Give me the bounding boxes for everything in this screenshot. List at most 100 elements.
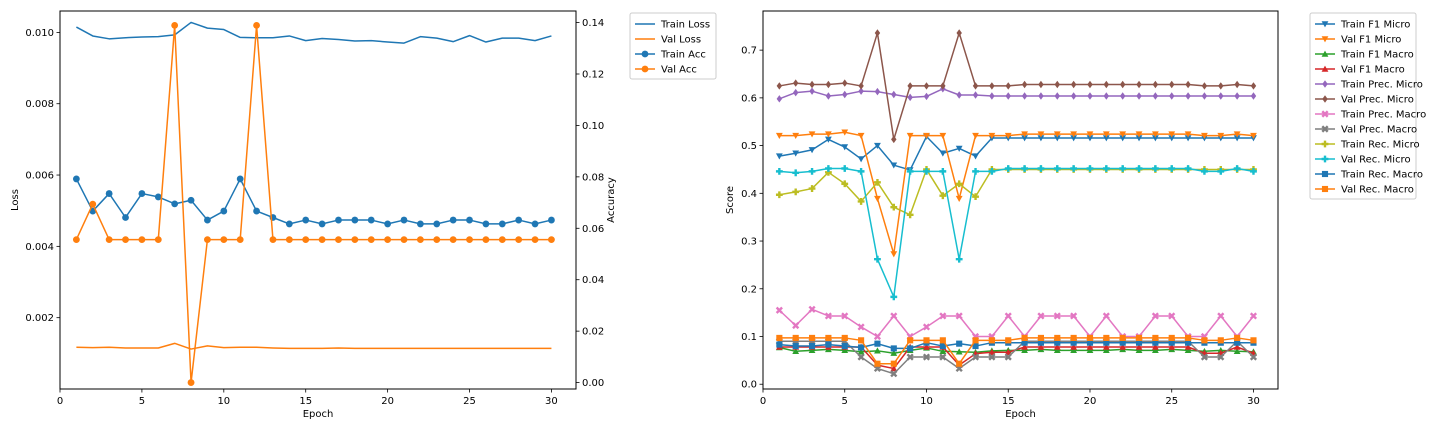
data-point xyxy=(775,132,783,139)
data-point xyxy=(1021,80,1028,89)
data-point xyxy=(1234,334,1241,341)
x-tick-label: 5 xyxy=(139,396,145,407)
data-point xyxy=(1234,80,1240,89)
legend-box xyxy=(1309,12,1417,200)
data-point xyxy=(1184,135,1192,142)
data-point xyxy=(204,236,211,244)
data-point xyxy=(857,132,865,139)
data-point xyxy=(890,345,897,352)
data-point xyxy=(939,342,946,350)
data-point xyxy=(940,82,946,90)
data-point xyxy=(1135,343,1143,350)
data-point xyxy=(972,82,979,90)
data-point xyxy=(1119,165,1127,172)
data-point xyxy=(972,342,979,350)
data-point xyxy=(1037,343,1045,350)
data-point xyxy=(1070,346,1078,354)
data-point xyxy=(825,92,832,100)
data-point xyxy=(1184,346,1192,354)
legend-label: Train Prec. Micro xyxy=(1340,80,1423,91)
data-point xyxy=(1119,334,1126,341)
y-right-tick-label: 0.02 xyxy=(582,327,604,338)
data-point xyxy=(1102,131,1110,138)
data-point xyxy=(269,236,277,244)
data-point xyxy=(1168,135,1176,142)
y-tick-label: 0.008 xyxy=(25,99,54,110)
y-tick-label: 0.006 xyxy=(25,171,54,182)
data-point xyxy=(939,167,947,175)
data-point xyxy=(808,305,816,313)
data-point xyxy=(808,334,816,341)
x-tick-label: 20 xyxy=(1084,396,1097,407)
data-point xyxy=(1184,165,1192,172)
data-point xyxy=(1054,334,1061,341)
x-tick-label: 10 xyxy=(920,396,933,407)
y-right-tick-label: 0.08 xyxy=(582,172,604,183)
data-point xyxy=(1070,80,1077,89)
data-point xyxy=(1250,82,1257,90)
data-point xyxy=(416,236,424,244)
data-point xyxy=(776,341,783,348)
data-point xyxy=(1103,334,1110,341)
legend-marker xyxy=(641,65,649,73)
series-val-loss xyxy=(76,342,552,350)
data-point xyxy=(220,207,228,215)
data-point xyxy=(515,216,523,224)
data-point xyxy=(187,379,195,386)
data-point xyxy=(1054,92,1061,100)
data-point xyxy=(1103,80,1110,89)
data-point xyxy=(972,153,979,160)
data-point xyxy=(988,132,996,139)
data-point xyxy=(1053,131,1061,138)
data-point xyxy=(1185,334,1192,341)
data-point xyxy=(939,353,947,361)
data-point xyxy=(874,178,881,186)
series-line xyxy=(779,167,1254,298)
data-point xyxy=(1102,312,1110,320)
data-point xyxy=(858,82,864,90)
data-point xyxy=(824,136,832,143)
data-point xyxy=(89,200,97,208)
series-train-prec-micro xyxy=(776,85,1257,103)
data-point xyxy=(923,82,930,90)
x-tick-label: 30 xyxy=(545,396,558,407)
data-point xyxy=(302,216,310,224)
legend-label: Val F1 Micro xyxy=(1341,35,1401,46)
data-point xyxy=(1053,165,1061,172)
y-right-tick-label: 0.00 xyxy=(582,378,604,389)
y-right-axis-label: Accuracy xyxy=(606,177,617,223)
legend-item: Val Prec. Micro xyxy=(1315,95,1414,106)
data-point xyxy=(906,132,914,139)
data-point xyxy=(1038,80,1044,89)
data-point xyxy=(939,337,946,344)
series-line xyxy=(779,88,1254,100)
data-point xyxy=(122,214,129,221)
legend-label: Train Loss xyxy=(660,20,710,31)
data-point xyxy=(939,132,947,139)
data-point xyxy=(548,236,555,244)
data-point xyxy=(548,216,555,224)
data-point xyxy=(792,347,800,355)
data-point xyxy=(1218,82,1224,90)
x-tick-label: 15 xyxy=(299,396,312,407)
data-point xyxy=(1021,165,1028,172)
data-point xyxy=(72,236,80,244)
y-tick-label: 0.3 xyxy=(741,237,757,248)
legend-item: Val Acc xyxy=(635,65,697,76)
data-point xyxy=(1233,135,1241,142)
data-point xyxy=(1103,339,1110,346)
data-point xyxy=(335,216,342,224)
data-point xyxy=(1201,167,1208,175)
chart-0: 0 5 10 15 20 25 30 0.002 0.004 0.006 0.008 0.010 0.0… xyxy=(10,10,717,420)
data-point xyxy=(858,337,865,344)
data-point xyxy=(1151,343,1159,350)
data-point xyxy=(808,131,816,138)
data-point xyxy=(1168,312,1176,320)
data-point xyxy=(1053,135,1061,142)
data-point xyxy=(1038,92,1044,100)
plot-area xyxy=(72,21,555,386)
data-point xyxy=(971,353,980,361)
data-point xyxy=(874,195,881,202)
legend-marker xyxy=(1321,50,1329,57)
data-point xyxy=(1021,346,1028,354)
